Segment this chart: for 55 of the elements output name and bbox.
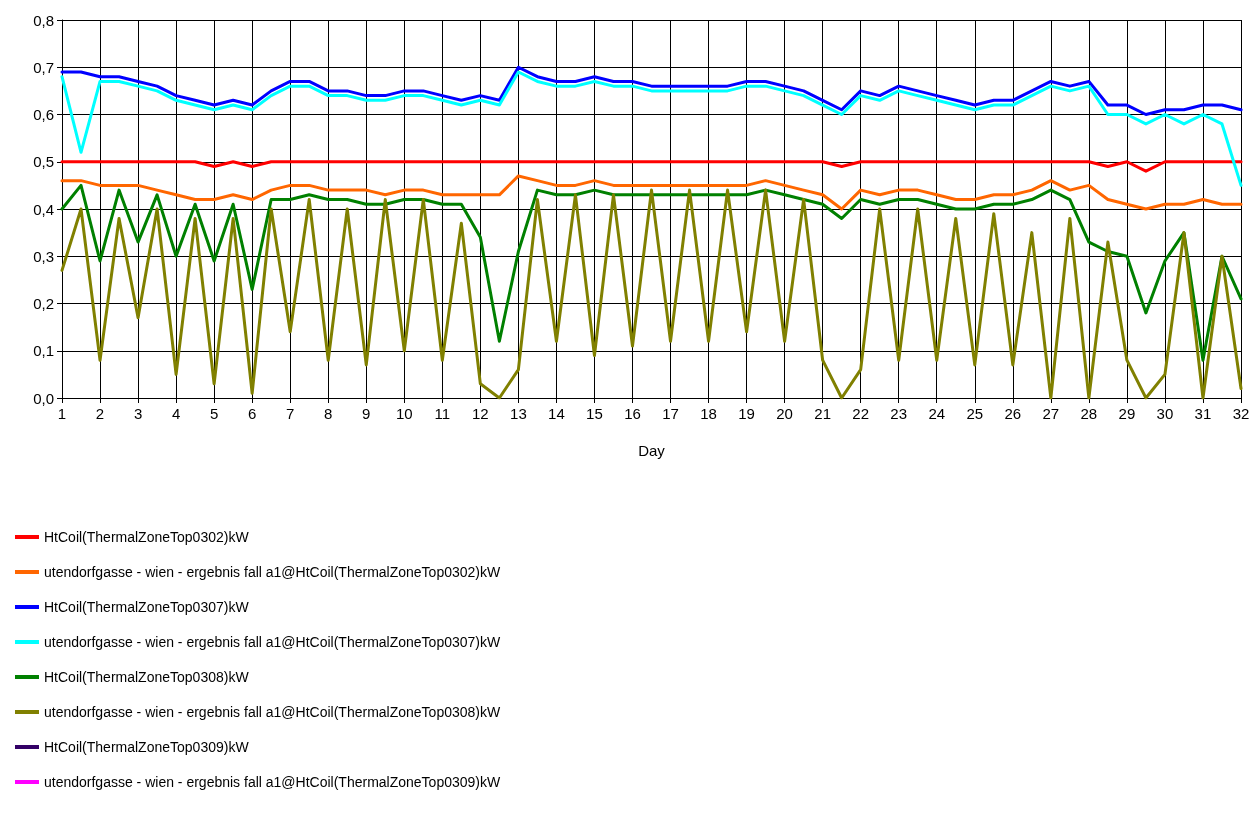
y-tick-label: 0,1 xyxy=(33,342,54,360)
legend-label: utendorfgasse - wien - ergebnis fall a1@HtCoil(ThermalZoneTop0302)kW xyxy=(44,564,501,580)
legend-label: HtCoil(ThermalZoneTop0308)kW xyxy=(44,669,250,685)
x-tick-label: 25 xyxy=(966,405,984,422)
x-tick-label: 29 xyxy=(1118,405,1136,422)
y-tick-label: 0,3 xyxy=(33,247,54,265)
x-tick-label: 32 xyxy=(1232,405,1250,422)
x-tick-label: 7 xyxy=(286,405,295,422)
legend-label: utendorfgasse - wien - ergebnis fall a1@HtCoil(ThermalZoneTop0307)kW xyxy=(44,634,501,650)
x-tick-label: 13 xyxy=(510,405,527,422)
legend-label: HtCoil(ThermalZoneTop0309)kW xyxy=(44,739,250,755)
x-tick-label: 3 xyxy=(133,405,143,422)
line-series xyxy=(60,65,1243,116)
line-series xyxy=(60,174,1243,211)
y-tick-label: 0,7 xyxy=(33,58,54,76)
line-series xyxy=(60,70,1243,187)
line-series xyxy=(60,188,1243,400)
legend-label: HtCoil(ThermalZoneTop0307)kW xyxy=(44,599,250,615)
x-tick-label: 23 xyxy=(890,405,908,422)
y-tick-label: 0,8 xyxy=(33,11,54,29)
x-axis-title: Day xyxy=(638,442,666,459)
x-tick-label: 31 xyxy=(1194,405,1212,422)
x-tick-label: 24 xyxy=(928,405,946,422)
x-tick-label: 27 xyxy=(1042,405,1060,422)
y-tick-label: 0,2 xyxy=(33,295,54,312)
y-tick-label: 0,0 xyxy=(33,389,54,407)
y-tick-label: 0,5 xyxy=(33,153,54,171)
x-tick-label: 8 xyxy=(324,405,333,422)
x-tick-label: 1 xyxy=(57,405,67,422)
legend-label: utendorfgasse - wien - ergebnis fall a1@HtCoil(ThermalZoneTop0308)kW xyxy=(44,704,501,720)
x-tick-label: 10 xyxy=(395,405,413,422)
x-tick-label: 16 xyxy=(624,405,641,422)
x-tick-label: 18 xyxy=(700,405,717,422)
x-tick-label: 30 xyxy=(1156,405,1174,422)
x-tick-label: 4 xyxy=(171,405,181,422)
x-tick-label: 14 xyxy=(548,405,565,422)
legend-label: HtCoil(ThermalZoneTop0302)kW xyxy=(44,529,250,545)
x-tick-label: 20 xyxy=(776,405,793,422)
line-series xyxy=(60,183,1243,362)
x-tick-label: 2 xyxy=(95,405,105,422)
y-tick-label: 0,4 xyxy=(33,200,54,218)
x-tick-label: 9 xyxy=(362,405,371,422)
x-tick-label: 19 xyxy=(738,405,755,422)
x-tick-label: 15 xyxy=(586,405,603,422)
x-tick-label: 28 xyxy=(1080,405,1098,422)
x-tick-label: 6 xyxy=(247,405,257,422)
x-tick-label: 5 xyxy=(209,405,219,422)
legend-label: utendorfgasse - wien - ergebnis fall a1@HtCoil(ThermalZoneTop0309)kW xyxy=(44,774,501,790)
x-tick-label: 12 xyxy=(472,405,489,422)
x-tick-label: 11 xyxy=(434,405,451,422)
x-tick-label: 17 xyxy=(662,405,679,422)
x-tick-label: 26 xyxy=(1004,405,1022,422)
y-tick-label: 0,6 xyxy=(33,106,54,123)
x-tick-label: 22 xyxy=(852,405,870,422)
x-tick-label: 21 xyxy=(814,405,831,422)
